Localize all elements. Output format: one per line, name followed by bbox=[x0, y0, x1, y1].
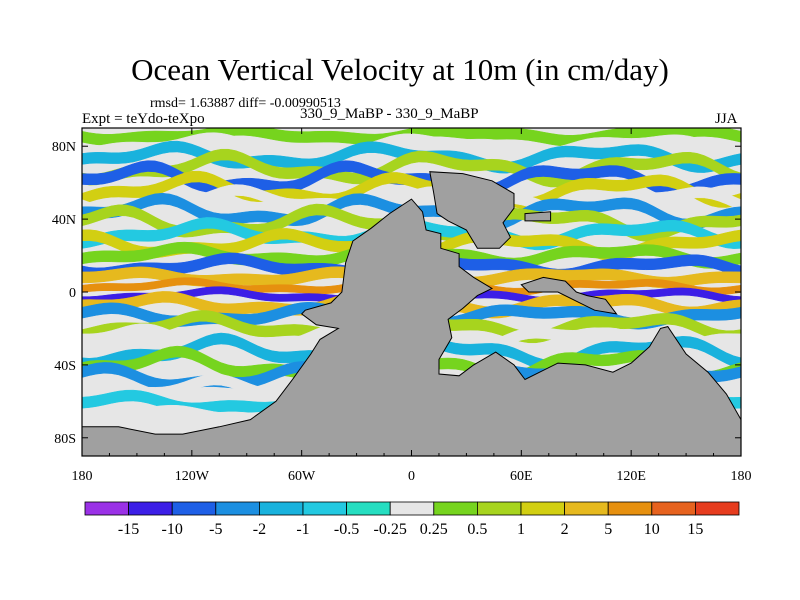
colorbar-label: 0.25 bbox=[420, 521, 448, 538]
colorbar-swatch bbox=[302, 501, 347, 516]
y-tick-label: 40N bbox=[52, 213, 76, 228]
colorbar-swatch bbox=[651, 501, 696, 516]
season-label: JJA bbox=[715, 111, 738, 127]
colorbar-swatch bbox=[389, 501, 435, 516]
colorbar-label: -1 bbox=[296, 521, 309, 538]
colorbar-label: -0.5 bbox=[334, 521, 359, 538]
velocity-band bbox=[82, 132, 741, 161]
colorbar-label: 10 bbox=[644, 521, 660, 538]
y-tick-label: 40S bbox=[54, 359, 76, 374]
colorbar-label: -2 bbox=[253, 521, 266, 538]
x-tick-label: 60W bbox=[288, 469, 316, 484]
land-small-island-north bbox=[524, 211, 552, 222]
y-tick-label: 0 bbox=[69, 286, 76, 301]
map-field bbox=[82, 128, 741, 456]
x-tick-label: 120E bbox=[616, 469, 646, 484]
colorbar-label: 15 bbox=[687, 521, 703, 538]
colorbar-swatch bbox=[84, 501, 129, 516]
x-tick-label: 180 bbox=[72, 469, 93, 484]
colorbar-label: 2 bbox=[561, 521, 569, 538]
colorbar-swatch bbox=[564, 501, 609, 516]
experiment-label: Expt = teYdo-teXpo bbox=[82, 111, 205, 127]
colorbar-label: -0.25 bbox=[374, 521, 407, 538]
colorbar-swatch bbox=[695, 501, 740, 516]
y-tick-label: 80N bbox=[52, 140, 76, 155]
colorbar-swatch bbox=[171, 501, 217, 516]
colorbar-label: -15 bbox=[118, 521, 139, 538]
colorbar-swatch bbox=[520, 501, 565, 516]
x-tick-label: 180 bbox=[731, 469, 752, 484]
colorbar-swatch bbox=[433, 501, 478, 516]
x-tick-label: 60E bbox=[510, 469, 533, 484]
colorbar: -15 -10 -5 -2 -1 -0.5 -0.25 0.25 0.5 1 2 5 10 15 bbox=[84, 501, 740, 538]
land-northern-landmass bbox=[429, 171, 515, 249]
colorbar-label: -10 bbox=[162, 521, 183, 538]
x-tick-label: 0 bbox=[408, 469, 415, 484]
colorbar-swatch bbox=[346, 501, 391, 516]
map-axes: 180 120W 60W 0 60E 120E 180 80N 40N 0 40S 80S bbox=[52, 128, 752, 484]
colorbar-swatch bbox=[607, 501, 653, 516]
rmsd-diff-label: rmsd= 1.63887 diff= -0.00990513 bbox=[150, 96, 341, 111]
colorbar-label: 0.5 bbox=[467, 521, 487, 538]
colorbar-label: 1 bbox=[517, 521, 525, 538]
land-central-continent bbox=[82, 198, 741, 456]
colorbar-label: -5 bbox=[209, 521, 222, 538]
colorbar-label: 5 bbox=[604, 521, 612, 538]
chart-title: Ocean Vertical Velocity at 10m (in cm/da… bbox=[131, 52, 669, 87]
colorbar-swatch bbox=[476, 501, 522, 516]
y-tick-label: 80S bbox=[54, 432, 76, 447]
colorbar-swatch bbox=[215, 501, 260, 516]
colorbar-swatch bbox=[128, 501, 173, 516]
x-tick-label: 120W bbox=[175, 469, 210, 484]
colorbar-swatch bbox=[258, 501, 304, 516]
land-masses bbox=[82, 171, 741, 456]
land-island-arc-east bbox=[520, 276, 618, 315]
case-label: 330_9_MaBP - 330_9_MaBP bbox=[300, 106, 479, 122]
